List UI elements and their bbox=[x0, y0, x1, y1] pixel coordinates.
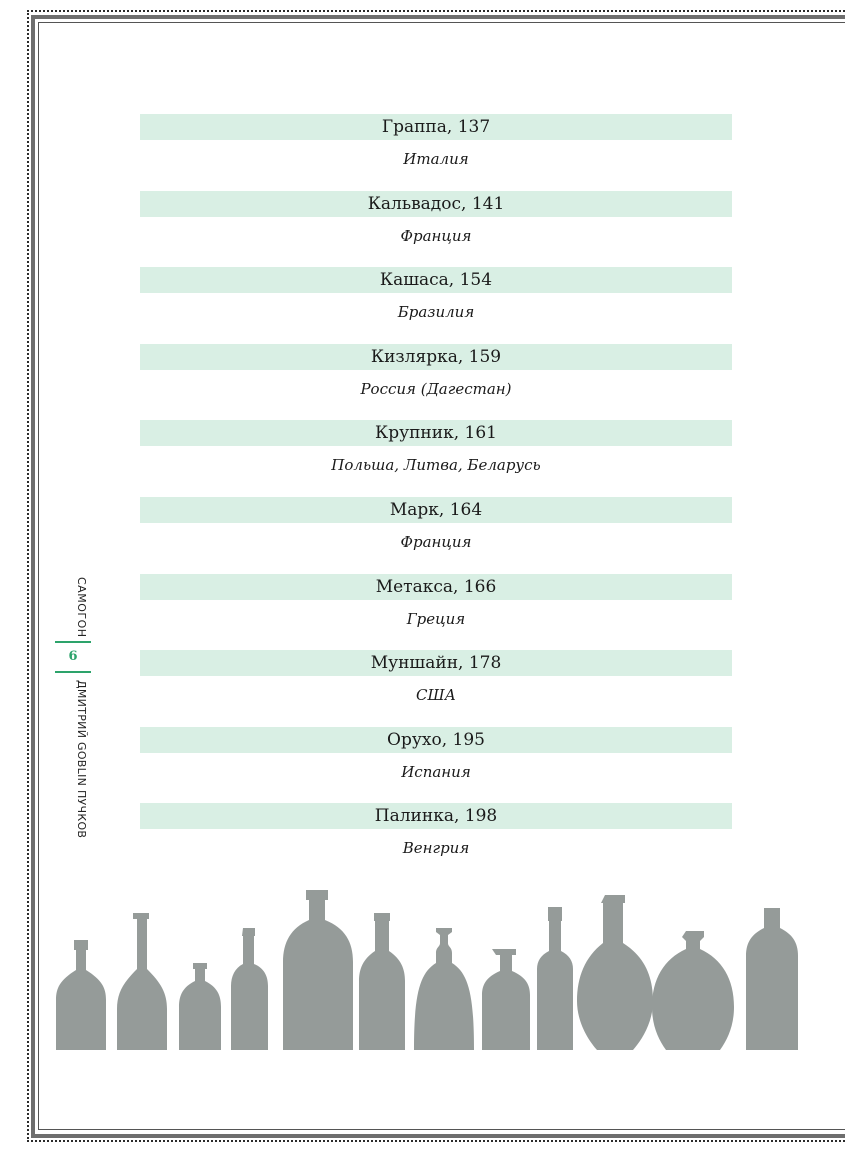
entry-title: Кизлярка, 159 bbox=[140, 343, 732, 370]
entry-title: Орухо, 195 bbox=[140, 726, 732, 753]
entry-country: Бразилия bbox=[397, 303, 475, 322]
bottle-silhouette-icon bbox=[117, 913, 167, 1050]
index-entry: Марк, 164 Франция bbox=[140, 496, 732, 574]
bottle-silhouette-icon bbox=[537, 907, 573, 1050]
page-frame-inner bbox=[38, 22, 845, 1130]
index-entry: Кальвадос, 141 Франция bbox=[140, 190, 732, 268]
entry-country: США bbox=[416, 686, 456, 705]
bottle-silhouette-icon bbox=[577, 895, 653, 1050]
page-frame-outer bbox=[27, 10, 845, 1142]
author-name: ДМИТРИЙ GOBLIN ПУЧКОВ bbox=[75, 680, 88, 839]
page-number: 6 bbox=[55, 641, 91, 673]
bottle-silhouette-icon bbox=[652, 931, 734, 1050]
bottle-silhouette-icon bbox=[283, 890, 353, 1050]
bottle-silhouette-icon bbox=[179, 963, 221, 1050]
entry-country: Италия bbox=[403, 150, 469, 168]
section-title: САМОГОН bbox=[75, 577, 88, 638]
entry-title: Крупник, 161 bbox=[140, 420, 732, 447]
index-entry: Граппа, 137 Италия bbox=[140, 114, 732, 191]
entry-title: Метакса, 166 bbox=[140, 573, 732, 600]
running-sidebar: САМОГОН 6 ДМИТРИЙ GOBLIN ПУЧКОВ bbox=[55, 577, 95, 839]
bottle-silhouette-icon bbox=[359, 913, 405, 1050]
entry-title: Кашаса, 154 bbox=[140, 267, 732, 294]
index-entry: Крупник, 161 Польша, Литва, Беларусь bbox=[140, 420, 732, 497]
bottle-silhouette-icon bbox=[231, 928, 268, 1050]
page-frame-middle bbox=[31, 15, 845, 1138]
bottle-silhouettes-decoration bbox=[56, 890, 798, 1050]
entry-country: Венгрия bbox=[402, 839, 470, 858]
entry-country: Польша, Литва, Беларусь bbox=[331, 456, 541, 475]
bottle-silhouette-icon bbox=[482, 949, 530, 1050]
entry-title: Муншайн, 178 bbox=[140, 650, 732, 677]
entry-title: Палинка, 198 bbox=[140, 803, 732, 830]
entry-country: Россия (Дагестан) bbox=[360, 379, 512, 398]
entry-country: Франция bbox=[400, 226, 472, 245]
index-entry: Метакса, 166 Греция bbox=[140, 573, 732, 651]
entry-country: Испания bbox=[401, 762, 471, 781]
index-entry: Орухо, 195 Испания bbox=[140, 726, 732, 804]
index-entry: Муншайн, 178 США bbox=[140, 650, 732, 727]
entry-title: Марк, 164 bbox=[140, 496, 732, 523]
index-entry: Кизлярка, 159 Россия (Дагестан) bbox=[140, 343, 732, 421]
entry-title: Граппа, 137 bbox=[140, 114, 732, 140]
entry-country: Франция bbox=[400, 532, 472, 551]
index-entry: Палинка, 198 Венгрия bbox=[140, 803, 732, 880]
index-entry: Кашаса, 154 Бразилия bbox=[140, 267, 732, 344]
drinks-index-list: Граппа, 137 Италия Кальвадос, 141 Франци… bbox=[140, 114, 732, 880]
bottle-silhouette-icon bbox=[56, 940, 106, 1050]
bottle-silhouette-icon bbox=[414, 928, 474, 1050]
bottle-silhouette-icon bbox=[746, 908, 798, 1050]
entry-country: Греция bbox=[406, 609, 466, 628]
entry-title: Кальвадос, 141 bbox=[140, 190, 732, 217]
